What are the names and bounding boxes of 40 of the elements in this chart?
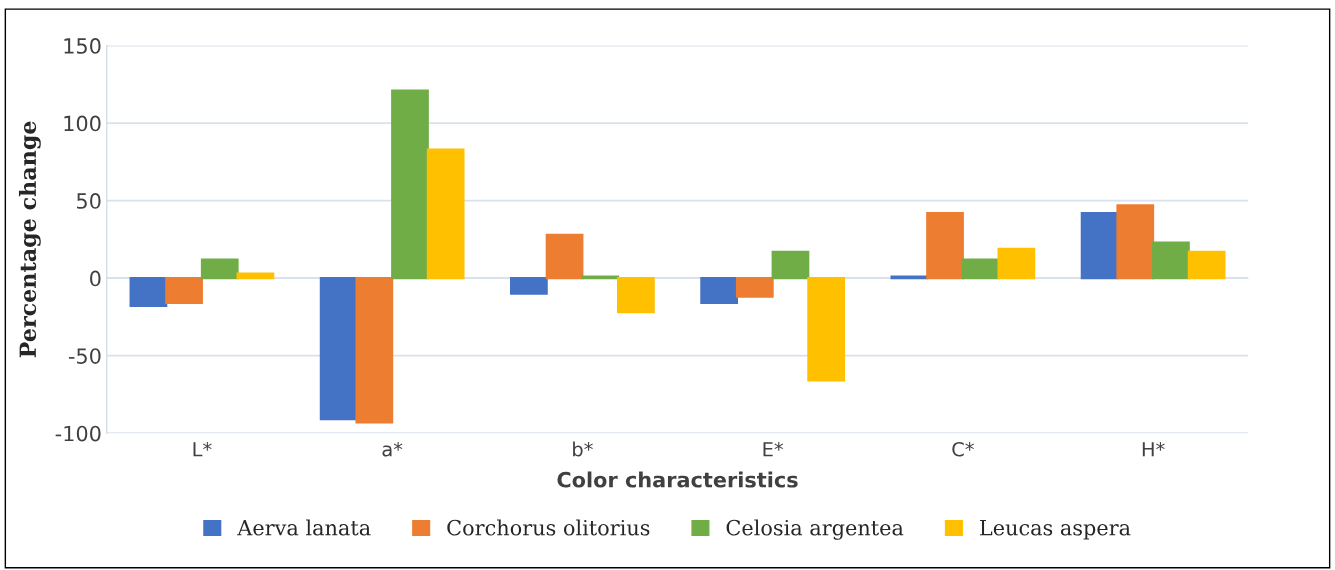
bar: [771, 250, 810, 280]
x-tick-label: L*: [193, 441, 212, 457]
x-axis-title: Color characteristics: [557, 471, 798, 488]
bar: [735, 277, 774, 298]
bar: [129, 277, 168, 308]
y-axis-title: Percentage change: [18, 121, 41, 358]
y-tick-label: 100: [64, 115, 101, 132]
bar: [700, 277, 738, 305]
x-tick-label: a*: [382, 441, 403, 457]
bar: [1080, 212, 1119, 280]
bar: [319, 277, 358, 421]
bar: [1187, 250, 1226, 280]
x-tick-label: C*: [952, 441, 974, 457]
bar: [391, 89, 429, 280]
y-tick-label: -50: [68, 348, 101, 364]
bar: [961, 258, 1000, 280]
x-tick-label: b*: [573, 441, 593, 457]
y-tick-label: 0: [90, 270, 101, 287]
x-tick-label: E*: [763, 441, 784, 457]
bar: [926, 212, 964, 280]
bar: [426, 148, 465, 280]
legend-label: Corchorus olitorius: [447, 519, 650, 536]
legend-label: Celosia argentea: [726, 519, 904, 540]
bar: [355, 277, 394, 424]
bar: [510, 277, 548, 295]
bar: [545, 233, 584, 280]
bar: [236, 272, 275, 280]
y-tick-label: 50: [77, 193, 101, 209]
y-tick-label: -100: [55, 425, 101, 442]
y-tick-label: 150: [64, 38, 101, 54]
bar: [1152, 241, 1190, 280]
bar: [165, 277, 203, 305]
bar: [997, 247, 1036, 280]
x-tick-label: H*: [1142, 441, 1165, 457]
bar: [617, 277, 655, 314]
legend-label: Aerva lanata: [237, 519, 371, 536]
bar: [200, 258, 239, 280]
legend-label: Leucas aspera: [980, 520, 1131, 540]
bar: [1116, 204, 1155, 280]
bar: [807, 277, 846, 382]
